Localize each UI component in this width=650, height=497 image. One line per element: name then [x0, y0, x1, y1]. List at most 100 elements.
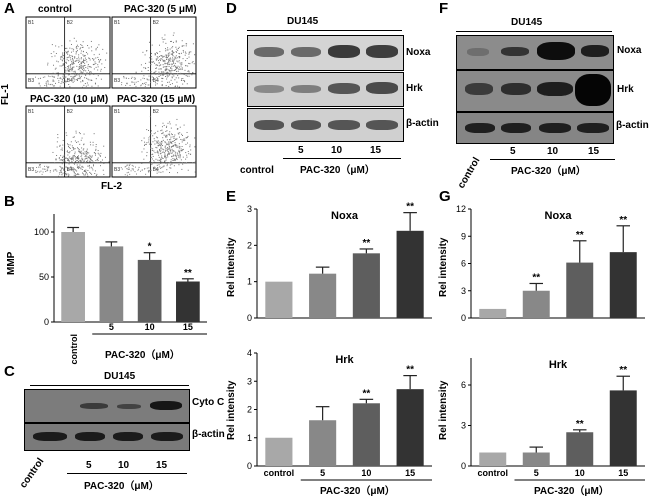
x-tick-label: 5	[109, 322, 114, 332]
blot-d-row-actin: β-actin	[406, 118, 439, 129]
blot-c-lane-10: 10	[118, 460, 130, 471]
blot-f-cell-label: DU145	[511, 17, 543, 28]
x-tick-label: 5	[320, 468, 325, 478]
y-tick-label: 0	[247, 461, 252, 471]
blot-c-cell-label: DU145	[104, 371, 136, 382]
y-tick-label: 3	[461, 421, 466, 431]
y-tick-label: 1	[247, 277, 252, 287]
flow-plot-3: B1 B2 B3 B4	[111, 105, 197, 178]
blot-c-row-cytoc: Cyto C	[192, 397, 225, 408]
y-tick-label: 6	[461, 380, 466, 390]
y-tick-label: 3	[247, 204, 252, 214]
significance-label: **	[619, 215, 627, 226]
mmp-bar-chart: 0 50 100 control 5 * 10 ** 15	[34, 214, 207, 365]
blot-f-row-hrk: Hrk	[617, 84, 634, 95]
panel-label-e: E	[226, 188, 237, 205]
g-ylabel-bottom: Rel intensity	[438, 380, 449, 440]
bar	[396, 389, 424, 466]
blot-f-lane-5: 5	[510, 146, 516, 157]
bar	[176, 281, 200, 322]
flow-cytometry-plots: B1 B2 B3 B4 B1 B2 B3 B4 B1 B2 B3 B4 B1 B2 B3 B4	[25, 16, 197, 178]
panel-label-g: G	[439, 188, 451, 205]
g-ylabel-top: Rel intensity	[438, 237, 449, 297]
y-tick-label: 2	[247, 240, 252, 250]
y-tick-label: 0	[44, 317, 49, 327]
flow-title-10um: PAC-320 (10 μM)	[30, 94, 109, 105]
y-tick-label: 9	[461, 231, 466, 241]
significance-label: **	[184, 268, 192, 279]
quadrant-label: B1	[28, 109, 34, 115]
x-tick-label: 15	[405, 468, 415, 478]
y-tick-label: 0	[247, 313, 252, 323]
blot-f-row-actin: β-actin	[616, 120, 649, 131]
significance-label: **	[406, 365, 414, 376]
quadrant-label: B1	[114, 109, 120, 115]
y-tick-label: 50	[39, 272, 49, 282]
blot-d-header-line	[247, 30, 402, 31]
blot-d-lane-control: control	[240, 165, 274, 176]
quadrant-label: B1	[114, 20, 120, 26]
bar	[265, 437, 293, 466]
blot-f-hrk	[456, 70, 614, 112]
panel-label-b: B	[4, 193, 15, 210]
flow-plot-1: B1 B2 B3 B4	[111, 16, 197, 89]
g-xtitle: PAC-320（μM）	[534, 486, 609, 497]
blot-d-xtitle: PAC-320（μM）	[300, 165, 375, 176]
blot-c-xtitle: PAC-320（μM）	[84, 481, 159, 492]
significance-label: **	[619, 365, 627, 376]
bar	[566, 432, 594, 466]
blot-f-lane-10: 10	[547, 146, 559, 157]
panel-label-c: C	[4, 363, 15, 380]
blot-d-noxa	[247, 35, 404, 71]
panel-label-d: D	[226, 0, 237, 17]
y-tick-label: 3	[247, 376, 252, 386]
blot-d-lane-line	[283, 158, 401, 159]
chart-title: Hrk	[335, 354, 354, 366]
blot-f-header-line	[456, 31, 612, 32]
x-tick-label: control	[478, 468, 509, 478]
bar	[61, 232, 85, 322]
mmp-xtitle: PAC-320（μM）	[105, 350, 180, 361]
bar	[566, 262, 594, 318]
flow-plot-2: B1 B2 B3 B4	[25, 105, 111, 178]
significance-label: **	[576, 230, 584, 241]
quadrant-label: B2	[153, 109, 159, 115]
blot-f-lane-15: 15	[588, 146, 600, 157]
quadrant-label: B3	[28, 78, 34, 84]
quadrant-label: B4	[153, 167, 159, 173]
quadrant-label: B2	[67, 109, 73, 115]
blot-c-cytoc	[24, 389, 190, 423]
quadrant-label: B3	[114, 78, 120, 84]
flow-title-5um: PAC-320 (5 μM)	[124, 4, 197, 15]
x-tick-label: 10	[575, 468, 585, 478]
flow-plot-0: B1 B2 B3 B4	[25, 16, 111, 89]
y-tick-label: 4	[247, 348, 252, 358]
blot-d-row-hrk: Hrk	[406, 83, 423, 94]
blot-c-lane-line	[67, 473, 187, 474]
x-tick-label: 15	[183, 322, 193, 332]
significance-label: *	[148, 242, 152, 253]
blot-c-row-actin: β-actin	[192, 429, 225, 440]
y-tick-label: 12	[456, 204, 466, 214]
blot-d-row-noxa: Noxa	[406, 47, 431, 58]
blot-d-lane-15: 15	[370, 145, 382, 156]
blot-d-cell-label: DU145	[287, 16, 319, 27]
quadrant-label: B4	[67, 167, 73, 173]
bar	[479, 452, 507, 466]
blot-d-hrk	[247, 72, 404, 107]
blot-f-actin	[456, 112, 614, 144]
y-tick-label: 6	[461, 259, 466, 269]
panel-label-a: A	[4, 0, 15, 17]
blot-c-lane-5: 5	[86, 460, 92, 471]
significance-label: **	[362, 238, 370, 249]
flow-plot-frame	[25, 16, 111, 89]
blot-c-actin	[24, 423, 190, 451]
bar	[396, 230, 424, 318]
chart-title: Hrk	[549, 359, 568, 371]
blot-f-row-noxa: Noxa	[617, 45, 642, 56]
bar	[522, 290, 550, 318]
e-ylabel-bottom: Rel intensity	[226, 380, 237, 440]
